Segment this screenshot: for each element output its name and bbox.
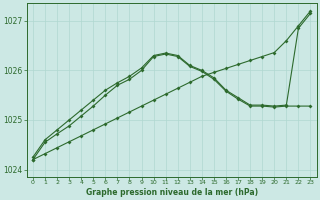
X-axis label: Graphe pression niveau de la mer (hPa): Graphe pression niveau de la mer (hPa) — [86, 188, 258, 197]
